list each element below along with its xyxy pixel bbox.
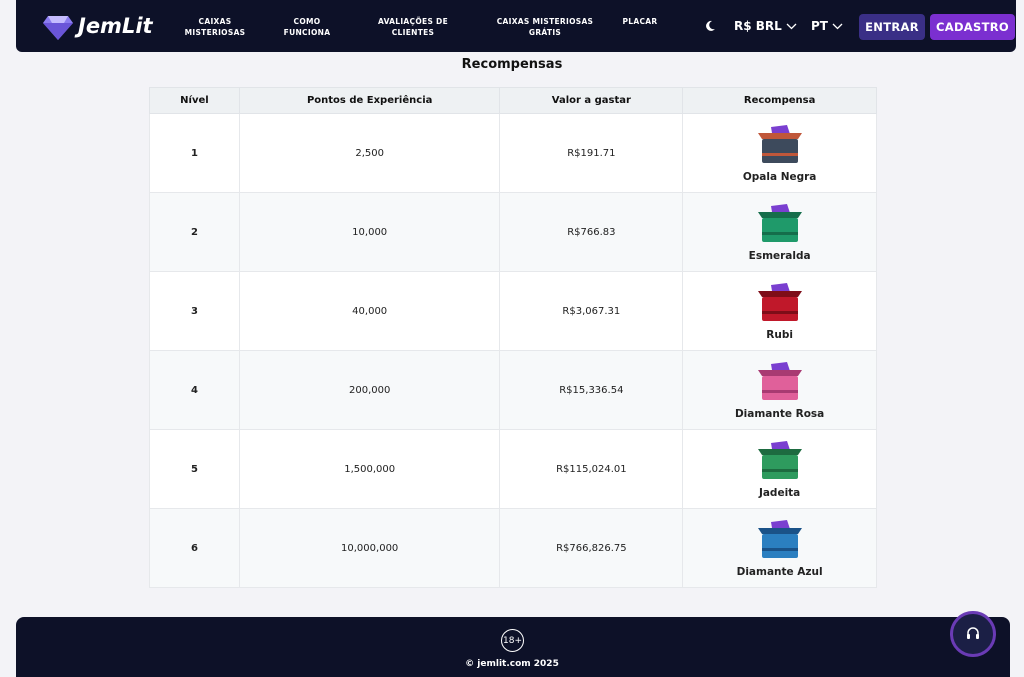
level-cell: 5 <box>149 429 240 509</box>
moon-icon <box>706 20 715 31</box>
table-row: 1 2,500 R$191.71 Opala Negra <box>149 113 877 193</box>
experience-points: 200,000 <box>348 384 391 396</box>
spend-value-cell: R$3,067.31 <box>499 271 684 351</box>
experience-points: 40,000 <box>352 305 388 317</box>
reward: Jadeita <box>758 487 801 499</box>
spend-value: R$15,336.54 <box>559 384 624 396</box>
column-header: Nível <box>149 87 240 114</box>
table-row: 6 10,000,000 R$766,826.75 Diamante Azul <box>149 508 877 588</box>
spend-value: R$191.71 <box>567 147 616 159</box>
experience-points-cell: 10,000 <box>238 192 501 272</box>
header: JemLit CAIXAS MISTERIOSAS COMO FUNCIONA … <box>16 0 1016 52</box>
reward-cell: Esmeralda <box>682 192 877 272</box>
table-row: 3 40,000 R$3,067.31 Rubi <box>149 271 877 351</box>
experience-points-cell: 40,000 <box>238 271 501 351</box>
experience-points-cell: 10,000,000 <box>238 508 501 588</box>
box-icon <box>757 362 802 400</box>
experience-points-cell: 200,000 <box>238 350 501 430</box>
box-icon <box>757 283 802 321</box>
logo-gem <box>43 16 73 40</box>
level-cell: 4 <box>149 350 240 430</box>
nav-link[interactable]: CAIXAS MISTERIOSAS GRÁTIS <box>496 17 594 37</box>
experience-points-cell: 2,500 <box>238 113 501 193</box>
age-badge: 18+ <box>501 629 524 652</box>
spend-value: R$766,826.75 <box>556 542 627 554</box>
column-header: Pontos de Experiência <box>238 87 501 114</box>
level: 1 <box>190 147 198 159</box>
spend-value-cell: R$766,826.75 <box>499 508 684 588</box>
table-header: Nível Pontos de Experiência Valor a gast… <box>149 87 877 114</box>
spend-value-cell: R$191.71 <box>499 113 684 193</box>
table-row: 2 10,000 R$766.83 Esmeralda <box>149 192 877 272</box>
language-select[interactable]: PT <box>811 0 843 52</box>
spend-value: R$766.83 <box>567 226 616 238</box>
reward-cell: Diamante Azul <box>682 508 877 588</box>
reward-cell: Diamante Rosa <box>682 350 877 430</box>
login-button[interactable]: ENTRAR <box>859 14 925 40</box>
copyright: © jemlit.com 2025 <box>465 659 559 669</box>
reward: Opala Negra <box>742 171 817 183</box>
spend-value: R$115,024.01 <box>556 463 627 475</box>
reward: Esmeralda <box>748 250 811 262</box>
logo[interactable]: JemLit <box>42 10 153 42</box>
box-icon <box>757 441 802 479</box>
nav-link[interactable]: CAIXAS MISTERIOSAS <box>184 17 246 37</box>
section-title: Recompensas <box>461 57 563 72</box>
level-cell: 2 <box>149 192 240 272</box>
theme-toggle[interactable] <box>704 0 716 52</box>
nav-link[interactable]: PLACAR <box>622 17 658 26</box>
box-icon <box>757 125 802 163</box>
column-header: Valor a gastar <box>499 87 684 114</box>
currency: R$ BRL <box>734 19 782 33</box>
level-cell: 3 <box>149 271 240 351</box>
level: 5 <box>190 463 198 475</box>
experience-points: 10,000,000 <box>341 542 399 554</box>
box-icon <box>757 204 802 242</box>
reward-cell: Jadeita <box>682 429 877 509</box>
headset-icon <box>967 627 979 639</box>
spend-value-cell: R$766.83 <box>499 192 684 272</box>
nav-link[interactable]: AVALIAÇÕES DE CLIENTES <box>377 17 449 37</box>
column-header: Recompensa <box>682 87 877 114</box>
reward: Rubi <box>766 329 793 341</box>
table-row: 5 1,500,000 R$115,024.01 Jadeita <box>149 429 877 509</box>
level: 3 <box>190 305 198 317</box>
language: PT <box>811 19 828 33</box>
level: 2 <box>190 226 198 238</box>
level-cell: 1 <box>149 113 240 193</box>
level-cell: 6 <box>149 508 240 588</box>
chevron <box>832 23 843 29</box>
experience-points-cell: 1,500,000 <box>238 429 501 509</box>
rewards-table: Nível Pontos de Experiência Valor a gast… <box>149 87 877 588</box>
level: 4 <box>190 384 198 396</box>
experience-points: 10,000 <box>352 226 388 238</box>
level: 6 <box>190 542 198 554</box>
box-icon <box>757 520 802 558</box>
spend-value-cell: R$115,024.01 <box>499 429 684 509</box>
support-button[interactable] <box>950 611 996 657</box>
experience-points: 2,500 <box>355 147 384 159</box>
currency-select[interactable]: R$ BRL <box>734 0 797 52</box>
table-row: 4 200,000 R$15,336.54 Diamante Rosa <box>149 350 877 430</box>
reward-cell: Rubi <box>682 271 877 351</box>
experience-points: 1,500,000 <box>344 463 396 475</box>
logo-text: JemLit <box>78 14 153 38</box>
spend-value: R$3,067.31 <box>562 305 621 317</box>
nav-link[interactable]: COMO FUNCIONA <box>283 17 331 37</box>
signup-button[interactable]: CADASTRO <box>930 14 1015 40</box>
spend-value-cell: R$15,336.54 <box>499 350 684 430</box>
reward: Diamante Azul <box>736 566 823 578</box>
reward-cell: Opala Negra <box>682 113 877 193</box>
chevron <box>786 23 797 29</box>
reward: Diamante Rosa <box>734 408 825 420</box>
